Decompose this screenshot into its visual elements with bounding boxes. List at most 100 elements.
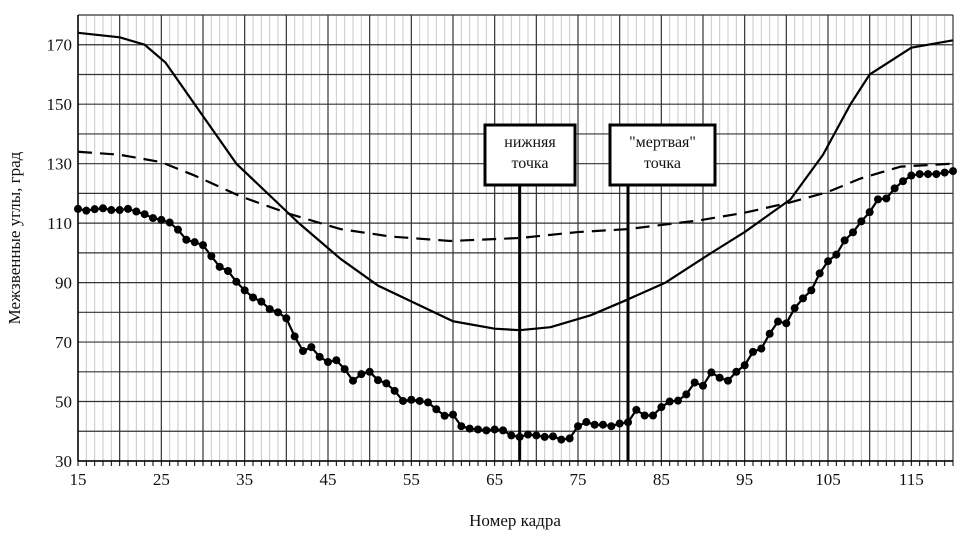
x-tick-label: 15 bbox=[70, 470, 87, 489]
y-tick-label: 30 bbox=[55, 452, 72, 471]
data-point bbox=[482, 426, 491, 435]
data-point bbox=[582, 418, 591, 427]
y-axis-label: Межзвенные углы, град bbox=[5, 151, 24, 324]
x-tick-label: 95 bbox=[736, 470, 753, 489]
annotation-label: нижняя bbox=[504, 134, 556, 151]
data-point bbox=[224, 267, 232, 276]
y-tick-label: 90 bbox=[55, 274, 72, 293]
data-point bbox=[157, 215, 166, 224]
data-point bbox=[82, 206, 91, 215]
annotation-box bbox=[483, 123, 577, 187]
data-point bbox=[790, 304, 799, 313]
data-point bbox=[107, 206, 116, 215]
y-tick-label: 150 bbox=[47, 95, 73, 114]
data-point bbox=[907, 171, 916, 180]
x-tick-label: 35 bbox=[236, 470, 253, 489]
annotation-label: точка bbox=[644, 155, 681, 172]
axes: 15 25 35 45 55 65 75 85 95 105 115 30 50 70 90 110 130 15… bbox=[47, 15, 954, 489]
data-point bbox=[857, 217, 866, 226]
data-point bbox=[499, 426, 507, 435]
data-point bbox=[507, 431, 516, 440]
data-point bbox=[890, 184, 899, 193]
grid bbox=[77, 14, 954, 462]
data-point bbox=[215, 262, 224, 271]
data-point bbox=[232, 277, 241, 286]
data-point bbox=[540, 432, 549, 441]
x-tick-label: 45 bbox=[320, 470, 337, 489]
data-point bbox=[382, 379, 391, 388]
data-point bbox=[124, 204, 132, 213]
data-point bbox=[432, 405, 441, 414]
data-point bbox=[490, 425, 499, 434]
y-tick-label: 70 bbox=[55, 333, 72, 352]
data-point bbox=[682, 390, 691, 399]
data-point bbox=[140, 210, 149, 219]
data-point bbox=[274, 308, 282, 317]
x-tick-label: 25 bbox=[153, 470, 170, 489]
data-point bbox=[565, 434, 574, 443]
data-point bbox=[474, 425, 482, 434]
data-point bbox=[615, 419, 624, 428]
data-point bbox=[390, 386, 399, 395]
x-tick-label: 65 bbox=[486, 470, 503, 489]
x-tick-label: 85 bbox=[653, 470, 670, 489]
data-point bbox=[265, 305, 274, 314]
data-point bbox=[674, 396, 682, 405]
data-point bbox=[332, 356, 341, 365]
data-point bbox=[257, 297, 266, 306]
data-point bbox=[115, 206, 124, 215]
data-point bbox=[932, 170, 941, 179]
data-point bbox=[324, 357, 332, 366]
data-point bbox=[765, 329, 774, 338]
data-point bbox=[940, 168, 949, 177]
data-point bbox=[557, 435, 566, 444]
data-point bbox=[190, 238, 199, 247]
data-point bbox=[532, 431, 541, 440]
series-line-dotted-markers bbox=[77, 170, 954, 441]
data-point bbox=[832, 250, 841, 259]
data-point bbox=[465, 424, 474, 433]
y-tick-label: 50 bbox=[55, 393, 72, 412]
data-point bbox=[407, 395, 416, 404]
data-point bbox=[882, 194, 891, 203]
data-point bbox=[649, 411, 657, 420]
data-point bbox=[549, 432, 557, 441]
annotation-label: точка bbox=[511, 155, 548, 172]
data-point bbox=[757, 344, 766, 353]
data-point bbox=[307, 343, 316, 352]
annotation-label: "мертвая" bbox=[629, 134, 696, 151]
data-point bbox=[699, 381, 707, 390]
data-point bbox=[149, 214, 157, 223]
y-tick-label: 110 bbox=[47, 214, 72, 233]
series-line-dashed bbox=[77, 150, 954, 243]
data-point bbox=[440, 411, 449, 420]
x-tick-label: 75 bbox=[570, 470, 587, 489]
data-point bbox=[207, 252, 216, 261]
data-point bbox=[524, 430, 532, 439]
data-point bbox=[607, 422, 616, 431]
x-tick-label: 105 bbox=[815, 470, 841, 489]
data-point bbox=[749, 347, 757, 356]
data-point bbox=[174, 225, 182, 234]
data-point bbox=[640, 411, 649, 420]
x-tick-label: 55 bbox=[403, 470, 420, 489]
data-point bbox=[374, 376, 382, 385]
data-point bbox=[949, 167, 957, 176]
data-point bbox=[715, 373, 724, 382]
data-point bbox=[182, 235, 191, 244]
data-point bbox=[199, 241, 207, 250]
data-point bbox=[849, 228, 857, 237]
data-point bbox=[824, 257, 832, 266]
annotations: нижняя точка "мертвая" точка bbox=[483, 123, 717, 461]
data-point bbox=[282, 314, 291, 323]
data-point bbox=[740, 361, 749, 370]
data-point bbox=[357, 370, 366, 379]
data-point bbox=[632, 405, 641, 414]
data-point bbox=[782, 319, 791, 328]
data-point bbox=[590, 420, 599, 429]
data-point bbox=[290, 332, 299, 341]
x-axis-label: Номер кадра bbox=[469, 511, 561, 530]
data-point bbox=[449, 410, 457, 419]
y-tick-label: 130 bbox=[47, 155, 73, 174]
